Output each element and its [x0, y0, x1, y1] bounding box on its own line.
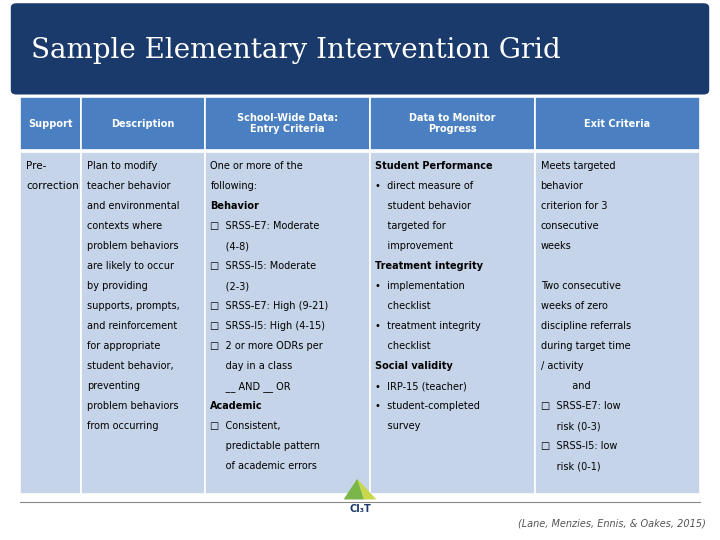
- Text: targeted for: targeted for: [375, 221, 446, 232]
- Text: weeks: weeks: [541, 241, 571, 252]
- Text: correction: correction: [26, 181, 78, 192]
- Text: Support: Support: [28, 119, 73, 129]
- Text: improvement: improvement: [375, 241, 454, 252]
- Text: Plan to modify: Plan to modify: [87, 161, 157, 172]
- Bar: [81, 97, 204, 150]
- Text: contexts where: contexts where: [87, 221, 162, 232]
- Text: Data to Monitor
Progress: Data to Monitor Progress: [409, 113, 495, 134]
- Text: Sample Elementary Intervention Grid: Sample Elementary Intervention Grid: [31, 37, 561, 64]
- Text: student behavior: student behavior: [375, 201, 472, 212]
- Text: Student Performance: Student Performance: [375, 161, 493, 172]
- Text: __ AND __ OR: __ AND __ OR: [210, 381, 291, 392]
- Text: and environmental: and environmental: [87, 201, 179, 212]
- Bar: [204, 152, 369, 494]
- Text: risk (0-1): risk (0-1): [541, 461, 600, 471]
- Text: checklist: checklist: [375, 341, 431, 352]
- Text: by providing: by providing: [87, 281, 148, 292]
- Bar: [535, 97, 700, 150]
- FancyBboxPatch shape: [11, 3, 709, 94]
- Text: discipline referrals: discipline referrals: [541, 321, 631, 332]
- Text: are likely to occur: are likely to occur: [87, 261, 174, 272]
- Text: •  implementation: • implementation: [375, 281, 465, 292]
- Text: weeks of zero: weeks of zero: [541, 301, 608, 312]
- Text: (4-8): (4-8): [210, 241, 249, 252]
- Polygon shape: [357, 478, 377, 500]
- Text: / activity: / activity: [541, 361, 583, 372]
- Text: consecutive: consecutive: [541, 221, 599, 232]
- Text: behavior: behavior: [541, 181, 583, 192]
- Text: risk (0-3): risk (0-3): [541, 421, 600, 431]
- Text: (Lane, Menzies, Ennis, & Oakes, 2015): (Lane, Menzies, Ennis, & Oakes, 2015): [518, 518, 706, 528]
- Bar: [535, 152, 700, 494]
- Text: during target time: during target time: [541, 341, 630, 352]
- Text: following:: following:: [210, 181, 258, 192]
- Text: student behavior,: student behavior,: [87, 361, 174, 372]
- Text: Social validity: Social validity: [375, 361, 453, 372]
- Text: □  SRSS-E7: low: □ SRSS-E7: low: [541, 401, 620, 411]
- Text: □  SRSS-I5: Moderate: □ SRSS-I5: Moderate: [210, 261, 317, 272]
- Text: □  SRSS-I5: low: □ SRSS-I5: low: [541, 441, 617, 451]
- Text: Behavior: Behavior: [210, 201, 259, 212]
- Bar: [20, 97, 81, 150]
- Text: Pre-: Pre-: [26, 161, 46, 172]
- Text: □  SRSS-E7: High (9-21): □ SRSS-E7: High (9-21): [210, 301, 328, 312]
- Text: and reinforcement: and reinforcement: [87, 321, 177, 332]
- Text: for appropriate: for appropriate: [87, 341, 161, 352]
- Text: □  SRSS-I5: High (4-15): □ SRSS-I5: High (4-15): [210, 321, 325, 332]
- Text: Two consecutive: Two consecutive: [541, 281, 621, 292]
- Bar: [369, 152, 535, 494]
- Polygon shape: [343, 478, 364, 500]
- Text: Exit Criteria: Exit Criteria: [584, 119, 650, 129]
- Text: Treatment integrity: Treatment integrity: [375, 261, 483, 272]
- Text: □  SRSS-E7: Moderate: □ SRSS-E7: Moderate: [210, 221, 320, 232]
- Text: •  treatment integrity: • treatment integrity: [375, 321, 481, 332]
- Text: •  direct measure of: • direct measure of: [375, 181, 474, 192]
- Bar: [81, 152, 204, 494]
- Bar: [369, 97, 535, 150]
- Text: •  student-completed: • student-completed: [375, 401, 480, 411]
- Text: predictable pattern: predictable pattern: [210, 441, 320, 451]
- Text: day in a class: day in a class: [210, 361, 292, 372]
- Bar: [20, 152, 81, 494]
- Text: □  Consistent,: □ Consistent,: [210, 421, 281, 431]
- Text: •  IRP-15 (teacher): • IRP-15 (teacher): [375, 381, 467, 391]
- Text: Meets targeted: Meets targeted: [541, 161, 615, 172]
- Text: School-Wide Data:
Entry Criteria: School-Wide Data: Entry Criteria: [237, 113, 338, 134]
- Bar: [204, 97, 369, 150]
- Text: from occurring: from occurring: [87, 421, 158, 431]
- Text: of academic errors: of academic errors: [210, 461, 318, 471]
- Text: problem behaviors: problem behaviors: [87, 241, 179, 252]
- Text: preventing: preventing: [87, 381, 140, 391]
- Text: criterion for 3: criterion for 3: [541, 201, 607, 212]
- Text: and: and: [541, 381, 590, 391]
- Text: problem behaviors: problem behaviors: [87, 401, 179, 411]
- Text: Academic: Academic: [210, 401, 263, 411]
- Text: □  2 or more ODRs per: □ 2 or more ODRs per: [210, 341, 323, 352]
- Text: supports, prompts,: supports, prompts,: [87, 301, 180, 312]
- Text: CI₃T: CI₃T: [349, 504, 371, 514]
- Text: teacher behavior: teacher behavior: [87, 181, 171, 192]
- Text: checklist: checklist: [375, 301, 431, 312]
- Text: Description: Description: [111, 119, 175, 129]
- Text: One or more of the: One or more of the: [210, 161, 303, 172]
- Text: survey: survey: [375, 421, 421, 431]
- Text: (2-3): (2-3): [210, 281, 250, 292]
